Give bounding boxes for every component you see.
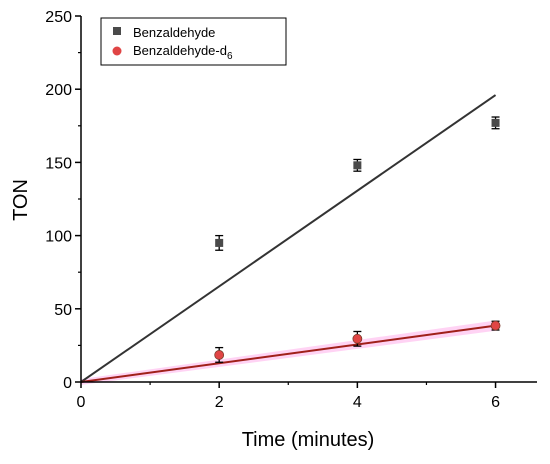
- y-tick-label: 50: [54, 302, 72, 319]
- y-tick-label: 200: [45, 82, 72, 99]
- legend-label-benzaldehyde-d6: Benzaldehyde-d6: [133, 43, 233, 62]
- y-tick-label: 250: [45, 9, 72, 26]
- y-axis-title: TON: [10, 179, 32, 221]
- x-tick-label: 2: [215, 394, 224, 411]
- legend-label-benzaldehyde: Benzaldehyde: [133, 25, 215, 40]
- fit-line-benzaldehyde-d6: [80, 324, 496, 383]
- fit-line-benzaldehyde: [80, 94, 497, 383]
- x-tick-label: 4: [353, 394, 362, 411]
- legend-marker-benzaldehyde-d6: [112, 46, 122, 56]
- data-point-benzaldehyde: [353, 161, 362, 170]
- x-axis-title: Time (minutes): [242, 429, 375, 451]
- legend-marker-benzaldehyde: [113, 27, 121, 35]
- data-point-benzaldehyde-d6: [490, 320, 501, 331]
- data-point-benzaldehyde-d6: [352, 333, 363, 344]
- axes: 0 2 4 6 0 50 100 150 200 250: [45, 9, 537, 411]
- legend-box: [100, 17, 287, 66]
- x-tick-label: 6: [491, 394, 500, 411]
- data-point-benzaldehyde: [491, 118, 500, 127]
- legend: Benzaldehyde Benzaldehyde-d6: [100, 17, 287, 66]
- y-tick-label: 0: [63, 375, 72, 392]
- plot-area: [80, 94, 501, 385]
- data-point-benzaldehyde-d6: [214, 350, 225, 360]
- y-tick-label: 100: [45, 229, 72, 246]
- confidence-band: [81, 320, 496, 385]
- x-tick-label: 0: [77, 394, 86, 411]
- y-tick-label: 150: [45, 155, 72, 172]
- data-point-benzaldehyde: [215, 238, 224, 247]
